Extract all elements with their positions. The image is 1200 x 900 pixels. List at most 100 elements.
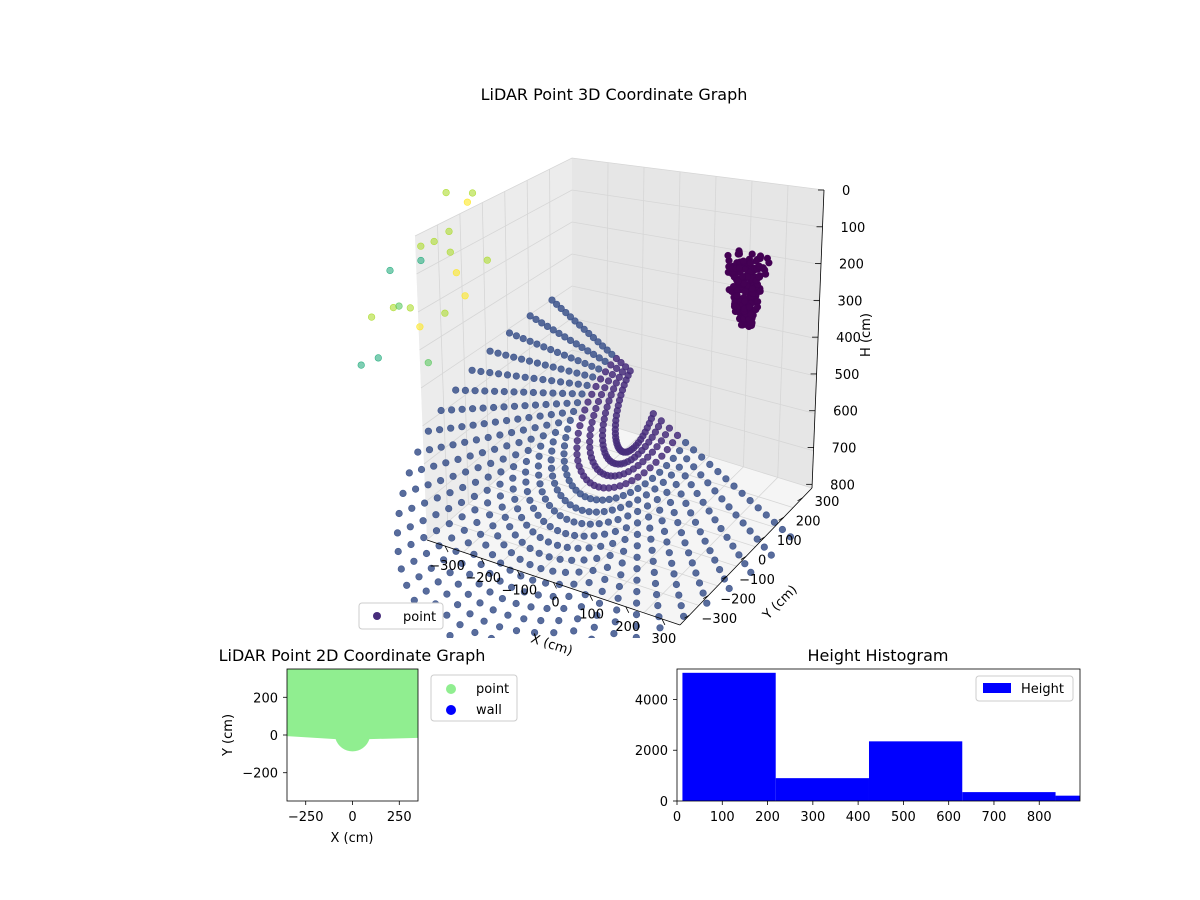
data-point	[863, 0, 870, 3]
data-point	[590, 532, 598, 540]
data-point	[573, 444, 581, 452]
z-tick-label: 500	[835, 368, 860, 383]
data-point	[740, 297, 749, 305]
data-point	[557, 304, 565, 313]
data-point	[701, 537, 709, 545]
data-point	[940, 60, 947, 67]
data-point	[512, 627, 521, 635]
data-point	[1023, 63, 1030, 70]
data-point	[687, 509, 695, 517]
data-point	[699, 498, 707, 506]
data-point	[490, 403, 498, 412]
data-point	[982, 13, 989, 20]
data-point	[958, 11, 965, 18]
data-point	[1054, 20, 1061, 27]
data-point	[939, 6, 946, 13]
data-point	[1001, 77, 1008, 84]
data-point	[684, 549, 693, 557]
data-point	[812, 16, 819, 23]
data-point	[509, 485, 517, 493]
data-point	[565, 367, 573, 375]
data-point	[795, 1, 802, 8]
data-point	[570, 627, 578, 635]
data-point	[454, 455, 462, 464]
data-point	[747, 568, 755, 577]
data-point	[1107, 12, 1114, 19]
y-tick-label: 0	[758, 554, 766, 569]
x-tick	[480, 558, 485, 565]
data-point	[519, 653, 526, 660]
data-point	[652, 458, 660, 466]
x-axis-label: X (cm)	[529, 632, 575, 660]
data-point	[532, 315, 540, 324]
data-point	[452, 386, 460, 394]
data-point	[738, 489, 746, 497]
data-point	[578, 519, 586, 528]
data-point	[566, 501, 574, 509]
data-point	[1009, 35, 1016, 42]
data-point	[449, 472, 457, 480]
data-point	[1027, 17, 1034, 24]
data-point	[533, 340, 541, 348]
data-point	[586, 520, 594, 528]
data-point	[424, 427, 433, 435]
x-tick-label-histogram: 300	[800, 810, 825, 825]
data-point	[461, 438, 469, 446]
data-point	[762, 511, 770, 519]
data-point	[1038, 81, 1045, 88]
data-point	[511, 495, 519, 503]
x-tick-label-2d: 0	[348, 810, 356, 825]
data-point	[393, 529, 402, 537]
data-point	[585, 578, 593, 587]
data-point	[891, 23, 898, 30]
data-point	[399, 489, 407, 498]
data-point	[745, 303, 753, 311]
data-point	[452, 269, 461, 277]
data-point	[519, 426, 528, 434]
data-point	[496, 480, 504, 488]
data-point	[553, 348, 562, 357]
data-point	[536, 533, 544, 542]
y-tick	[778, 517, 784, 521]
data-point	[722, 475, 730, 483]
data-point	[1044, 11, 1051, 18]
data-point	[518, 538, 526, 546]
data-point	[462, 468, 470, 476]
data-point	[987, 79, 994, 86]
data-point	[464, 539, 472, 547]
data-point	[732, 511, 740, 519]
right-pane	[572, 158, 824, 488]
data-point	[516, 555, 524, 563]
data-point	[677, 490, 685, 498]
data-point	[574, 380, 582, 388]
data-point	[561, 568, 570, 577]
data-point	[761, 270, 770, 278]
data-point	[549, 363, 557, 371]
data-point	[500, 403, 508, 411]
data-point	[898, 37, 905, 44]
data-point	[1037, 78, 1044, 85]
data-point	[573, 615, 582, 623]
data-point	[561, 497, 569, 505]
data-point	[595, 365, 603, 373]
data-point	[662, 462, 671, 470]
data-point	[643, 502, 652, 510]
data-point	[546, 522, 554, 531]
legend-2d-point-label: point	[476, 682, 509, 697]
data-point	[566, 416, 574, 425]
y-tick-label: 300	[815, 495, 840, 510]
data-point	[1163, 1, 1170, 8]
data-point	[891, 0, 898, 3]
data-point	[1060, 43, 1067, 50]
data-point	[496, 577, 504, 585]
data-point	[1046, 0, 1053, 5]
data-point	[368, 313, 376, 321]
data-point	[1038, 38, 1045, 45]
data-point	[619, 547, 628, 555]
data-point	[674, 518, 682, 527]
data-point	[573, 399, 582, 407]
grid-line	[509, 467, 756, 548]
data-point	[562, 309, 570, 317]
data-point	[864, 28, 871, 35]
